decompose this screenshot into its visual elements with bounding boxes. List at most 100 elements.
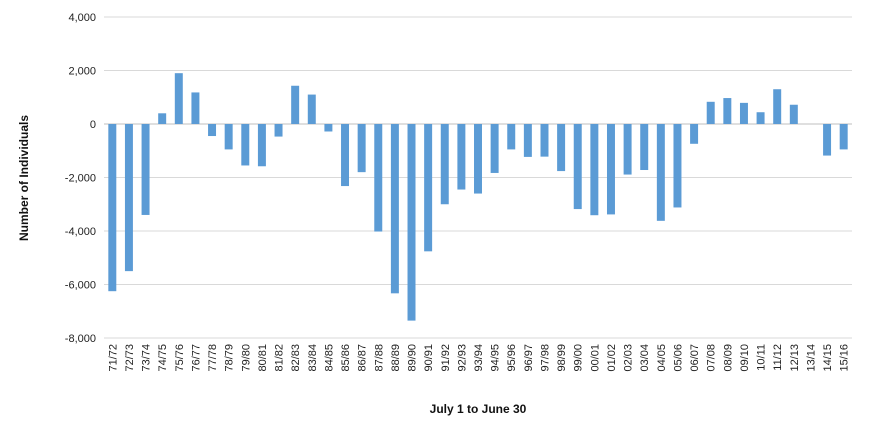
x-tick-label: 87/88 bbox=[373, 344, 385, 372]
y-tick-label: -4,000 bbox=[65, 226, 96, 238]
y-axis-title: Number of Individuals bbox=[17, 115, 31, 241]
bar-15-16 bbox=[839, 124, 848, 150]
bar-96-97 bbox=[523, 124, 532, 157]
x-tick-label: 10/11 bbox=[756, 344, 768, 371]
y-tick-label: -8,000 bbox=[65, 333, 96, 345]
x-tick-labels: 71/72 72/73 73/74 74/75 75/76 76/77 77/78 78/79… bbox=[107, 344, 850, 372]
bar-83-84 bbox=[307, 94, 316, 124]
bar-86-87 bbox=[357, 124, 366, 173]
x-tick-label: 94/95 bbox=[490, 344, 502, 372]
x-tick-label: 03/04 bbox=[639, 344, 651, 372]
bar-75-76 bbox=[174, 73, 183, 124]
x-tick-label: 15/16 bbox=[839, 344, 851, 372]
bar-85-86 bbox=[341, 124, 350, 187]
x-tick-label: 96/97 bbox=[523, 344, 535, 372]
x-tick-label: 77/78 bbox=[207, 344, 219, 372]
bar-97-98 bbox=[540, 124, 549, 157]
bar-91-92 bbox=[440, 124, 449, 205]
x-tick-label: 93/94 bbox=[473, 344, 485, 372]
x-tick-label: 89/90 bbox=[407, 344, 419, 372]
x-tick-label: 88/89 bbox=[390, 344, 402, 372]
bar-88-89 bbox=[390, 124, 399, 294]
x-tick-label: 11/12 bbox=[772, 344, 784, 371]
y-tick-label: 2,000 bbox=[68, 66, 96, 78]
bars bbox=[108, 73, 848, 321]
bar-81-82 bbox=[274, 124, 283, 137]
bar-08-09 bbox=[723, 98, 732, 124]
bar-12-13 bbox=[789, 104, 798, 124]
x-tick-label: 01/02 bbox=[606, 344, 618, 372]
bar-06-07 bbox=[690, 124, 699, 144]
x-tick-label: 08/09 bbox=[722, 344, 734, 372]
x-tick-label: 82/83 bbox=[290, 344, 302, 372]
bar-10-11 bbox=[756, 112, 765, 124]
bar-78-79 bbox=[224, 124, 233, 150]
bar-05-06 bbox=[673, 124, 682, 208]
bar-84-85 bbox=[324, 124, 333, 132]
x-tick-label: 83/84 bbox=[307, 344, 319, 372]
bar-98-99 bbox=[557, 124, 566, 172]
bar-82-83 bbox=[291, 85, 300, 124]
bar-90-91 bbox=[424, 124, 433, 252]
x-tick-label: 95/96 bbox=[506, 344, 518, 372]
bar-95-96 bbox=[507, 124, 516, 150]
x-tick-label: 80/81 bbox=[257, 344, 269, 372]
x-tick-label: 72/73 bbox=[124, 344, 136, 372]
x-tick-label: 79/80 bbox=[240, 344, 252, 372]
bar-14-15 bbox=[823, 124, 832, 156]
x-tick-label: 86/87 bbox=[357, 344, 369, 372]
x-tick-label: 00/01 bbox=[589, 344, 601, 372]
bar-87-88 bbox=[374, 124, 383, 232]
bar-89-90 bbox=[407, 124, 416, 321]
x-tick-label: 05/06 bbox=[672, 344, 684, 372]
x-tick-label: 91/92 bbox=[440, 344, 452, 372]
x-tick-label: 97/98 bbox=[539, 344, 551, 372]
bar-04-05 bbox=[656, 124, 665, 221]
bar-07-08 bbox=[706, 101, 715, 124]
x-tick-label: 92/93 bbox=[456, 344, 468, 372]
x-tick-label: 06/07 bbox=[689, 344, 701, 372]
y-tick-label: 4,000 bbox=[68, 12, 96, 24]
x-tick-label: 74/75 bbox=[157, 344, 169, 372]
x-tick-label: 12/13 bbox=[789, 344, 801, 372]
bar-99-00 bbox=[573, 124, 582, 210]
bar-01-02 bbox=[606, 124, 615, 215]
bar-00-01 bbox=[590, 124, 599, 216]
x-tick-label: 71/72 bbox=[107, 344, 119, 372]
y-tick-label: -6,000 bbox=[65, 280, 96, 292]
bar-02-03 bbox=[623, 124, 632, 175]
bar-76-77 bbox=[191, 92, 200, 124]
x-tick-label: 76/77 bbox=[190, 344, 202, 372]
y-tick-label: -2,000 bbox=[65, 173, 96, 185]
bar-73-74 bbox=[141, 124, 150, 215]
bar-80-81 bbox=[257, 124, 266, 167]
x-tick-label: 84/85 bbox=[323, 344, 335, 372]
x-tick-label: 99/00 bbox=[573, 344, 585, 372]
bar-72-73 bbox=[124, 124, 133, 272]
bar-71-72 bbox=[108, 124, 117, 292]
bar-93-94 bbox=[474, 124, 482, 194]
bar-77-78 bbox=[208, 124, 217, 137]
x-tick-label: 98/99 bbox=[556, 344, 568, 372]
x-tick-label: 81/82 bbox=[274, 344, 286, 372]
bar-09-10 bbox=[739, 102, 748, 124]
x-tick-label: 78/79 bbox=[224, 344, 236, 372]
x-tick-label: 09/10 bbox=[739, 344, 751, 372]
bar-03-04 bbox=[640, 124, 649, 171]
x-tick-label: 90/91 bbox=[423, 344, 435, 372]
x-tick-label: 13/14 bbox=[805, 344, 817, 372]
x-tick-label: 04/05 bbox=[656, 344, 668, 372]
bar-11-12 bbox=[773, 89, 782, 124]
x-tick-label: 14/15 bbox=[822, 344, 834, 372]
x-tick-label: 73/74 bbox=[141, 344, 153, 372]
bar-94-95 bbox=[490, 124, 499, 173]
x-tick-label: 07/08 bbox=[706, 344, 718, 372]
bar-79-80 bbox=[241, 124, 250, 166]
bar-74-75 bbox=[158, 113, 167, 124]
x-tick-label: 02/03 bbox=[623, 344, 635, 372]
y-tick-labels: -8,000 -6,000 -4,000 -2,000 0 2,000 4,000 bbox=[65, 12, 96, 345]
bar-92-93 bbox=[457, 124, 466, 190]
x-axis-title: July 1 to June 30 bbox=[430, 402, 527, 416]
x-tick-label: 85/86 bbox=[340, 344, 352, 372]
